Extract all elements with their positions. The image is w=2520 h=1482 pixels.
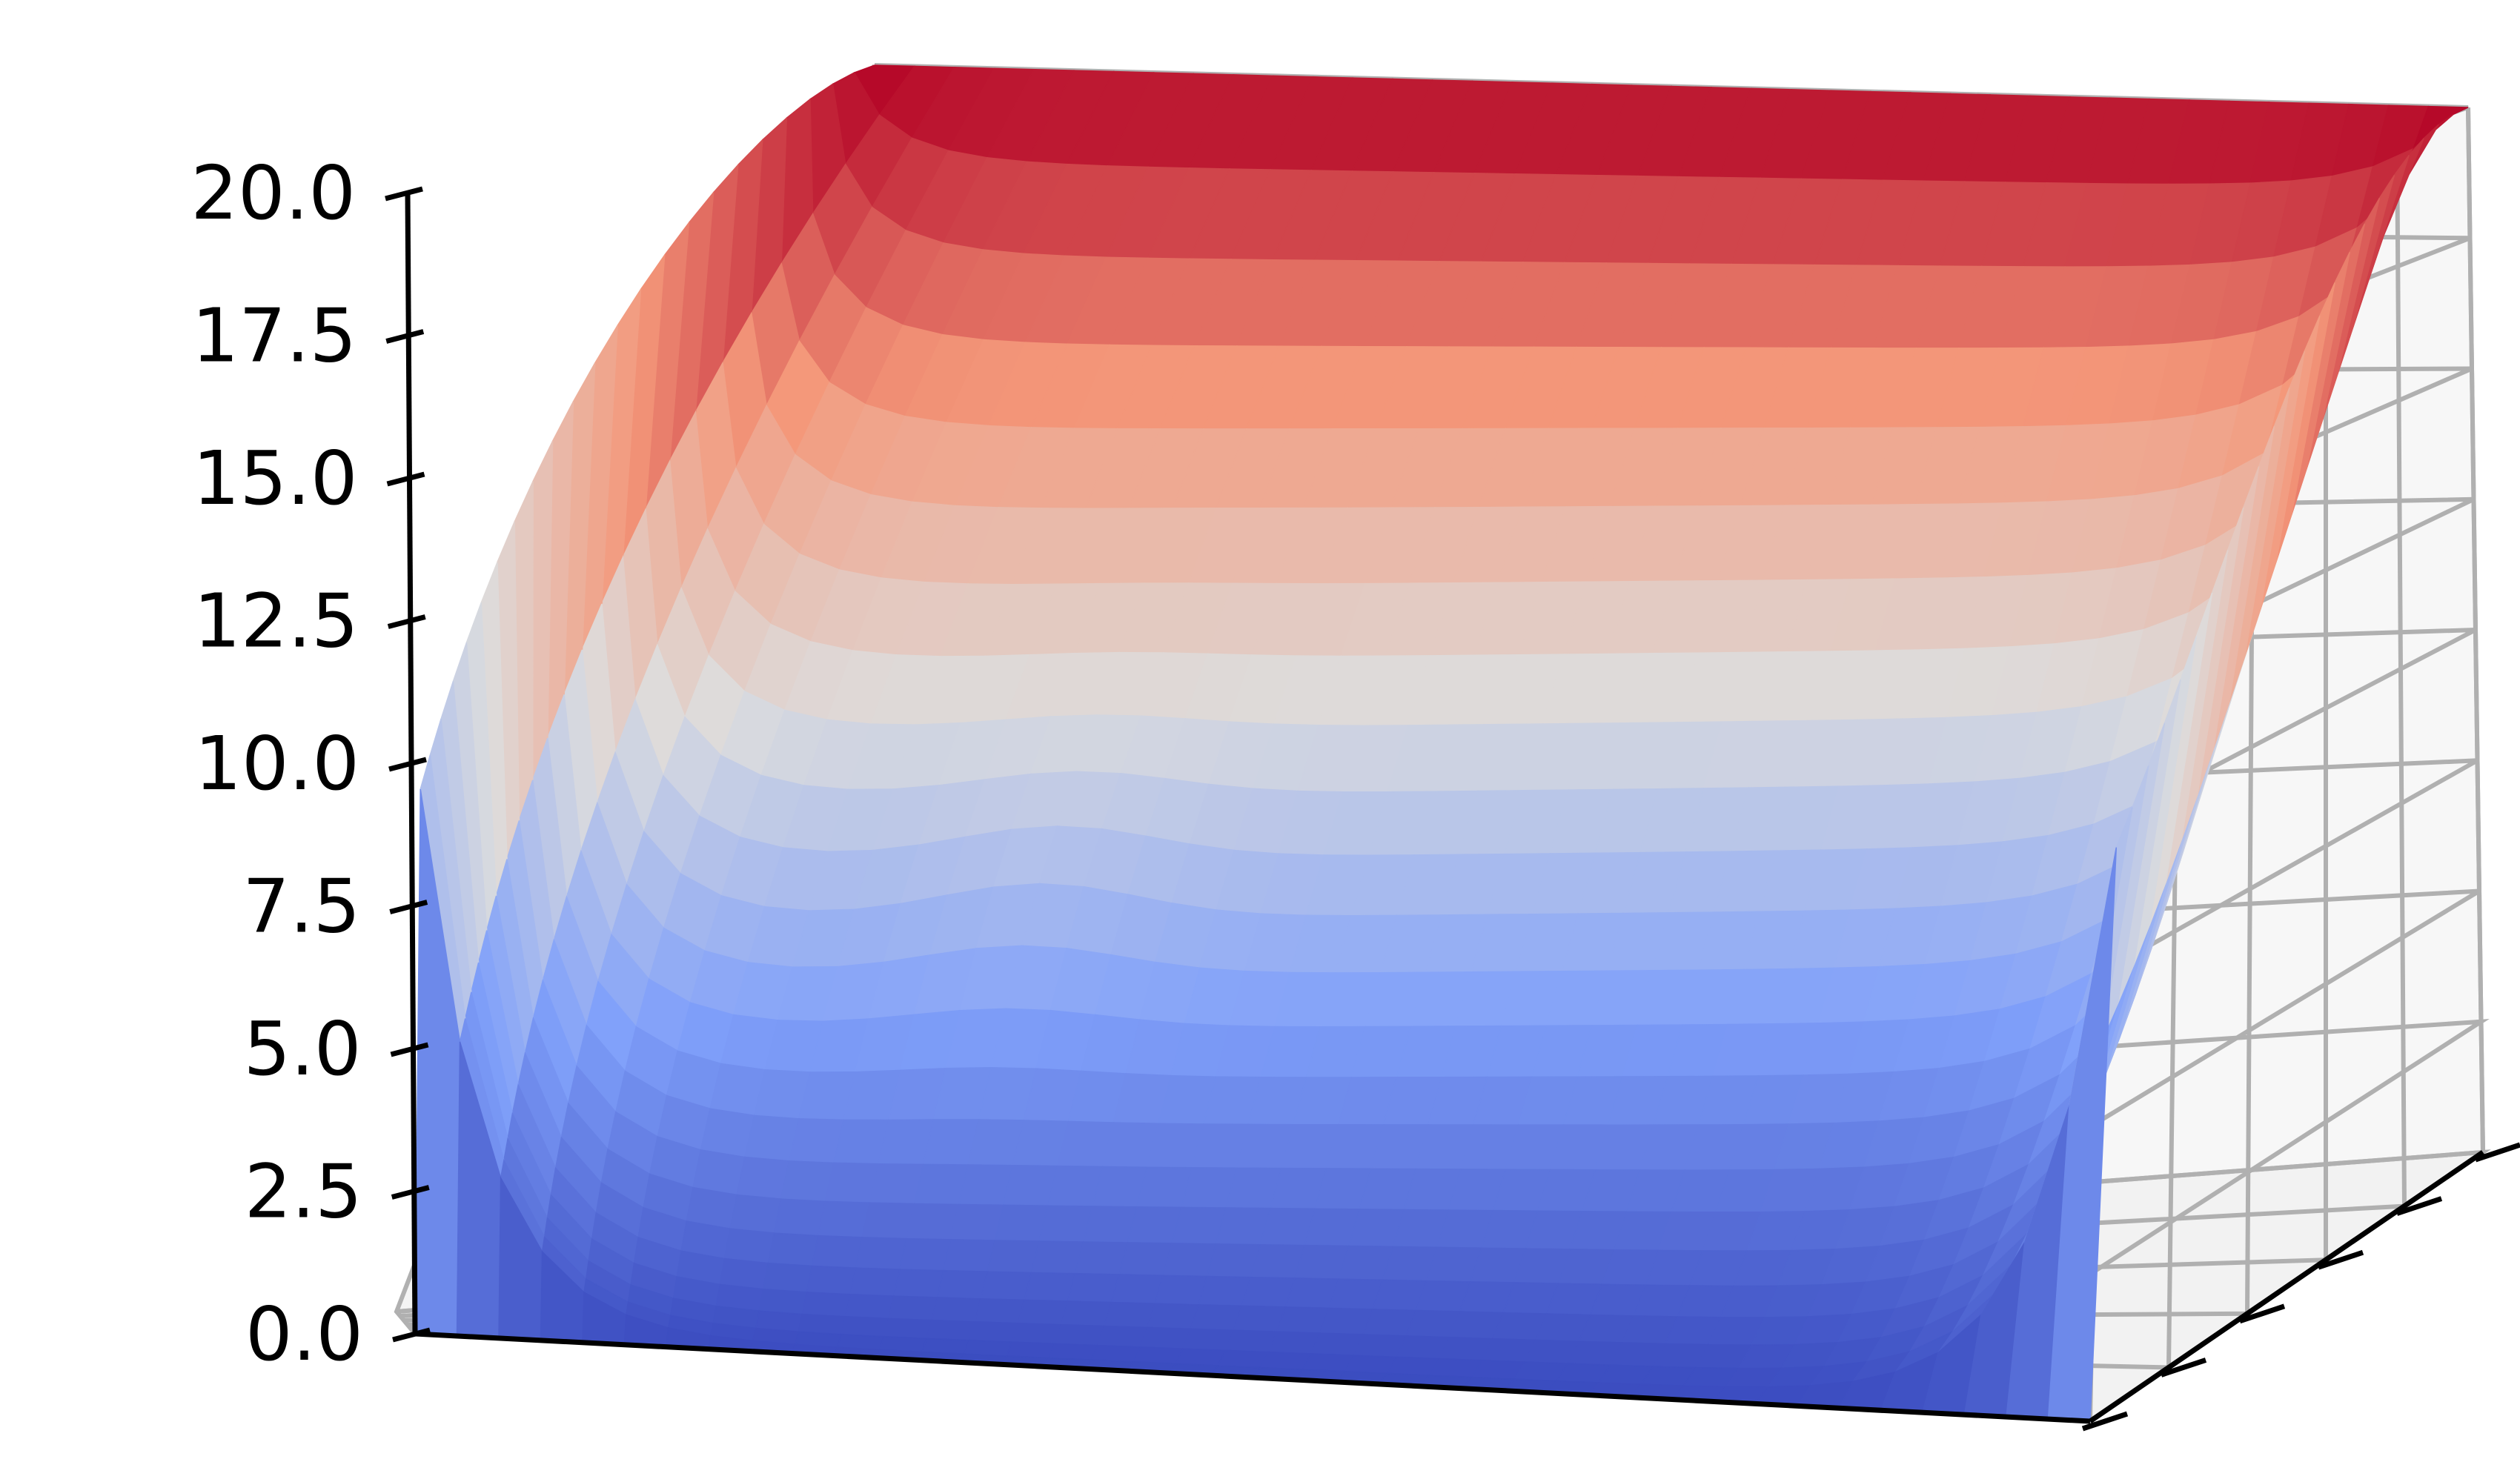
surface-facet (987, 1240, 1041, 1274)
surface-facet (723, 1228, 775, 1264)
surface-mesh (414, 64, 2469, 1422)
surface-facet (994, 1204, 1049, 1242)
surface-facet (1224, 1329, 1278, 1353)
z-tick-label-0: 0.0 (245, 1291, 363, 1378)
surface-facet (1067, 1272, 1120, 1303)
surface-facet (1190, 1304, 1243, 1332)
surface-facet (767, 1232, 819, 1267)
surface-facet (780, 1160, 835, 1203)
z-tick-6 (386, 471, 425, 487)
surface-facet (855, 1237, 908, 1270)
z-tick-label-6: 15.0 (193, 435, 358, 522)
surface-facet (949, 1203, 1004, 1241)
surface-facet (1017, 1299, 1069, 1326)
surface-facet (736, 1156, 790, 1200)
z-tick-label-3: 7.5 (242, 863, 360, 950)
z-tick-0 (392, 1327, 431, 1343)
z-tick-1 (391, 1185, 430, 1200)
surface-facet (849, 1267, 901, 1297)
surface-facet (1060, 1300, 1113, 1327)
y-tick-3 (2317, 1249, 2364, 1270)
surface-facet (840, 1316, 889, 1338)
z-tick-4 (388, 757, 427, 772)
surface-facet (811, 1235, 863, 1269)
surface-facet (844, 1294, 895, 1320)
z-tick-7 (385, 329, 425, 344)
surface-facet (1074, 1241, 1129, 1275)
surface-facet (980, 1271, 1032, 1301)
surface-facet (1110, 1274, 1164, 1304)
surface-facet (861, 1202, 915, 1240)
surface-facet (921, 1338, 970, 1355)
surface-facet (906, 1203, 960, 1240)
tick-marks (385, 186, 2520, 1432)
surface-facet (798, 1313, 846, 1335)
surface-facet (883, 1317, 933, 1340)
surface-facet (1182, 1328, 1235, 1352)
surface-facet (758, 1289, 808, 1315)
z-tick-label-4: 10.0 (194, 720, 359, 807)
surface-facet (817, 1200, 871, 1238)
surface-facet (1154, 1275, 1208, 1306)
surface-facet (926, 1319, 976, 1341)
y-tick-2 (2238, 1303, 2286, 1324)
surface-facet (1147, 1303, 1200, 1330)
surface-facet (898, 1237, 952, 1272)
y-axis-line (2089, 1150, 2484, 1423)
surface-facet (1133, 1346, 1184, 1365)
surface-facet (1175, 1348, 1227, 1366)
z-tick-label-7: 17.5 (192, 293, 357, 379)
surface-facet (824, 1162, 880, 1203)
surface-facet (892, 1269, 945, 1298)
surface-facet (1030, 1240, 1084, 1275)
surface-facet (931, 1297, 982, 1323)
surface-facet (887, 1295, 938, 1321)
surface-facet (801, 1292, 852, 1317)
surface-facet (974, 1298, 1026, 1324)
z-tick-label-1: 2.5 (245, 1149, 362, 1235)
surface-facet (1090, 1344, 1141, 1363)
surface-facet (1096, 1325, 1149, 1348)
z-tick-2 (390, 1042, 429, 1057)
surface-facet (692, 1149, 746, 1196)
z-tick-labels: 0.0 2.5 5.0 7.5 10.0 12.5 15.0 17.5 20.0 (190, 150, 363, 1378)
surface-facet (1006, 1341, 1056, 1359)
y-tick-4 (2395, 1196, 2443, 1216)
z-tick-3 (389, 900, 428, 914)
surface-facet (806, 1265, 857, 1295)
surface-facet (943, 1239, 996, 1272)
x-axis-line (414, 1331, 2091, 1424)
surface-facet (1054, 1323, 1105, 1346)
surface-facet (1048, 1343, 1098, 1360)
z-tick-label-8: 20.0 (190, 150, 356, 236)
surface-facet (963, 1339, 1013, 1357)
z-tick-label-5: 12.5 (193, 578, 359, 665)
y-tick-1 (2160, 1358, 2207, 1378)
surface-facet (1103, 1301, 1156, 1329)
surface-facet (729, 1194, 782, 1234)
y-tick-5 (2474, 1142, 2520, 1163)
surface-facet (773, 1198, 826, 1237)
surface-facet (1139, 1326, 1192, 1349)
surface-facet (1217, 1349, 1270, 1369)
surface-facet (763, 1262, 813, 1293)
surface-facet (1024, 1272, 1076, 1302)
z-tick-label-2: 5.0 (243, 1006, 361, 1092)
y-tick-0 (2081, 1411, 2129, 1432)
surface-facet (1011, 1323, 1062, 1345)
surface-facet (968, 1320, 1019, 1343)
surface-facet (936, 1269, 989, 1300)
surface-facet (719, 1257, 769, 1290)
z-tick-5 (387, 614, 426, 629)
z-tick-8 (385, 186, 423, 202)
